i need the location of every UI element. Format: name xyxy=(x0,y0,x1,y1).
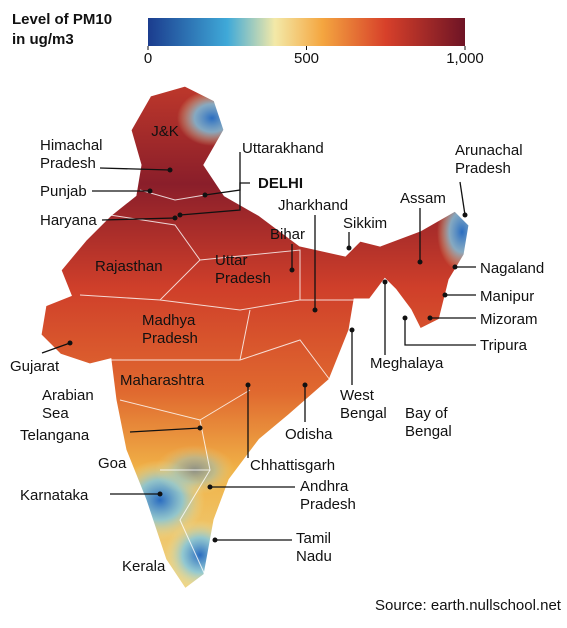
place-label: Goa xyxy=(98,455,127,472)
place-label: Bengal xyxy=(340,405,387,422)
place-label: Andhra xyxy=(300,478,349,495)
place-label: West xyxy=(340,387,375,404)
location-dot xyxy=(442,292,448,298)
place-label: Sikkim xyxy=(343,215,387,232)
location-dot xyxy=(207,484,213,490)
place-label: Rajasthan xyxy=(95,258,163,275)
place-label: Bay of xyxy=(405,405,448,422)
place-label: Pradesh xyxy=(40,155,96,172)
location-dot xyxy=(172,215,178,221)
place-label: Sea xyxy=(42,405,69,422)
location-dot xyxy=(452,264,458,270)
leader-line xyxy=(101,217,176,221)
place-label: Pradesh xyxy=(215,270,271,287)
location-dot xyxy=(417,259,423,265)
tick-label: 500 xyxy=(294,50,319,67)
legend-title: in ug/m3 xyxy=(12,31,74,48)
place-label: Meghalaya xyxy=(370,355,444,372)
location-dot xyxy=(167,167,173,173)
place-label: Bihar xyxy=(270,226,305,243)
place-label: Telangana xyxy=(20,427,90,444)
source: Source: earth.nullschool.net xyxy=(375,597,562,614)
place-label: Punjab xyxy=(40,183,87,200)
place-label: Jharkhand xyxy=(278,197,348,214)
place-label: DELHI xyxy=(258,175,303,192)
place-label: J&K xyxy=(151,123,179,140)
location-dot xyxy=(312,307,318,313)
location-dot xyxy=(427,315,433,321)
place-label: Himachal xyxy=(40,137,103,154)
location-dot xyxy=(157,491,163,497)
leader-line xyxy=(404,318,476,346)
place-label: Tamil xyxy=(296,530,331,547)
place-label: Haryana xyxy=(40,212,97,229)
location-dot xyxy=(402,315,408,321)
place-label: Nadu xyxy=(296,548,332,565)
location-dot xyxy=(346,245,352,251)
place-label: Pradesh xyxy=(300,496,356,513)
place-label: Madhya xyxy=(142,312,196,329)
leader-line xyxy=(41,342,71,354)
leader-line xyxy=(179,182,250,216)
place-label: Uttarakhand xyxy=(242,140,324,157)
location-dot xyxy=(212,537,218,543)
leader-line xyxy=(459,181,466,216)
location-dot xyxy=(382,279,388,285)
place-label: Mizoram xyxy=(480,311,538,328)
place-label: Kerala xyxy=(122,558,166,575)
location-dot xyxy=(177,212,183,218)
location-dot xyxy=(202,192,208,198)
place-label: Arunachal xyxy=(455,142,523,159)
place-label: Pradesh xyxy=(455,160,511,177)
place-label: Odisha xyxy=(285,426,333,443)
place-label: Maharashtra xyxy=(120,372,205,389)
location-dot xyxy=(197,425,203,431)
place-label: Pradesh xyxy=(142,330,198,347)
location-dot xyxy=(67,340,73,346)
place-label: Arabian xyxy=(42,387,94,404)
place-label: Bengal xyxy=(405,423,452,440)
location-dot xyxy=(147,188,153,194)
place-label: Nagaland xyxy=(480,260,544,277)
leader-line xyxy=(129,427,201,433)
state-borders xyxy=(79,189,355,576)
place-label: Manipur xyxy=(480,288,534,305)
location-dot xyxy=(462,212,468,218)
location-dot xyxy=(245,382,251,388)
india-map xyxy=(40,85,470,590)
place-label: Gujarat xyxy=(10,358,60,375)
tick-label: 0 xyxy=(144,50,152,67)
place-label: Tripura xyxy=(480,337,528,354)
location-dot xyxy=(349,327,355,333)
location-dot xyxy=(302,382,308,388)
place-label: Chhattisgarh xyxy=(250,457,335,474)
leader-line xyxy=(99,167,171,171)
legend-title: Level of PM10 xyxy=(12,11,112,28)
place-label: Karnataka xyxy=(20,487,89,504)
place-label: Uttar xyxy=(215,252,248,269)
location-dot xyxy=(289,267,295,273)
color-bar xyxy=(148,18,465,46)
tick-label: 1,000 xyxy=(446,50,484,67)
place-label: Assam xyxy=(400,190,446,207)
